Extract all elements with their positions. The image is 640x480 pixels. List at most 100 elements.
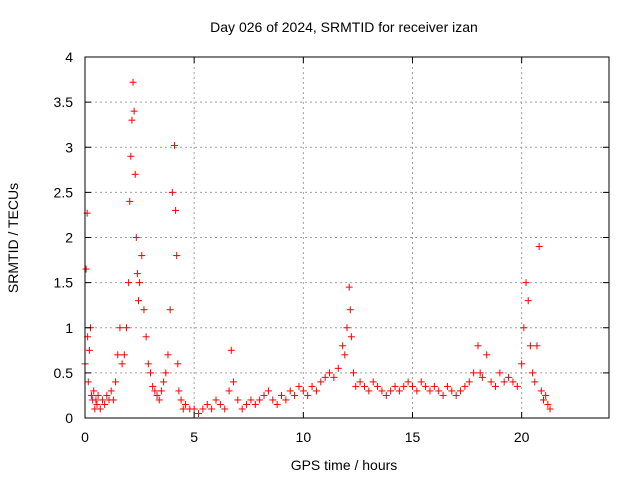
data-point [513,382,521,390]
data-point [417,378,425,386]
data-point [435,387,443,395]
data-point [203,400,211,408]
data-point [448,387,456,395]
data-point [378,387,386,395]
data-point [199,405,207,413]
data-point [369,378,377,386]
data-point [92,396,100,404]
data-point [317,378,325,386]
data-point [114,351,122,359]
data-point [155,396,163,404]
data-point [526,342,534,350]
data-point [295,382,303,390]
data-point [430,382,438,390]
data-point [387,387,395,395]
data-point [256,396,264,404]
data-point [90,387,98,395]
data-point [212,396,220,404]
data-point [286,387,294,395]
data-point [85,346,93,354]
x-tick-label: 0 [81,429,89,445]
data-point [500,378,508,386]
data-point [326,369,334,377]
data-point [282,396,290,404]
data-point [149,382,157,390]
data-point [128,116,136,124]
y-tick-label: 4 [65,49,73,65]
data-point [177,396,185,404]
data-point [243,400,251,408]
data-point [109,396,117,404]
data-point [136,279,144,287]
data-point [157,387,165,395]
data-point [533,342,541,350]
data-point [299,387,307,395]
data-point [164,351,172,359]
data-point [304,391,312,399]
data-point [465,378,473,386]
data-point [260,391,268,399]
data-point [540,396,547,404]
data-point [173,252,181,260]
data-point [496,369,504,377]
data-point [171,141,179,149]
data-point [522,279,530,287]
data-point [352,382,360,390]
data-point [147,369,154,377]
data-point [312,387,320,395]
data-point [391,382,399,390]
data-point [269,396,277,404]
data-point [509,378,517,386]
data-point [487,378,495,386]
chart-title: Day 026 of 2024, SRMTID for receiver iza… [210,19,478,35]
data-point [251,400,259,408]
data-point [505,373,513,381]
data-point [518,360,526,368]
data-point [168,188,176,196]
data-point [190,405,198,413]
data-point [347,333,355,341]
data-point [140,306,148,314]
data-point [153,391,161,399]
grid-lines [85,57,609,418]
y-tick-label: 1 [65,320,73,336]
x-tick-label: 5 [190,429,198,445]
x-tick-label: 15 [405,429,421,445]
data-point [162,369,170,377]
y-tick-label: 2 [65,230,73,246]
data-point [491,382,499,390]
data-point [529,369,537,377]
x-tick-label: 10 [296,429,312,445]
data-point [120,351,128,359]
data-point [330,373,338,381]
data-point [334,364,342,372]
data-point [476,369,484,377]
data-point [225,387,233,395]
data-point [520,324,528,332]
data-point [175,387,183,395]
data-point [400,382,408,390]
data-point [426,387,434,395]
data-point [166,306,174,314]
y-tick-label: 0.5 [54,365,74,381]
data-point [478,373,486,381]
data-point [144,360,152,368]
data-point [126,197,134,205]
data-point [174,360,182,368]
data-point [461,382,469,390]
y-tick-label: 1.5 [54,275,74,291]
data-point [96,405,104,413]
data-point [343,324,351,332]
y-axis-label: SRMTID / TECUs [5,183,21,293]
data-point [238,405,246,413]
data-point [360,382,368,390]
data-point [374,382,382,390]
data-point [544,400,552,408]
data-point [101,400,109,408]
y-tick-label: 0 [65,410,73,426]
data-point [216,400,224,408]
data-points [81,78,554,417]
data-point [229,378,237,386]
data-point [82,265,90,273]
